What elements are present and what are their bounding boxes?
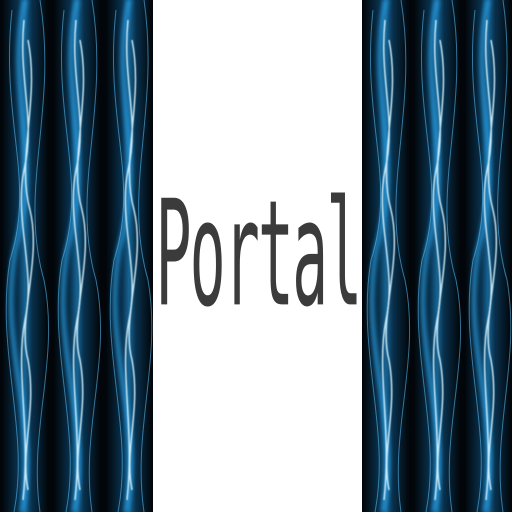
- right-energy-panel: [362, 0, 512, 512]
- title-panel: Portal: [153, 0, 362, 512]
- left-energy-panel: [0, 0, 153, 512]
- right-energy-swirl-image: [362, 0, 512, 512]
- left-energy-swirl-image: [0, 0, 153, 512]
- portal-title: Portal: [155, 171, 362, 341]
